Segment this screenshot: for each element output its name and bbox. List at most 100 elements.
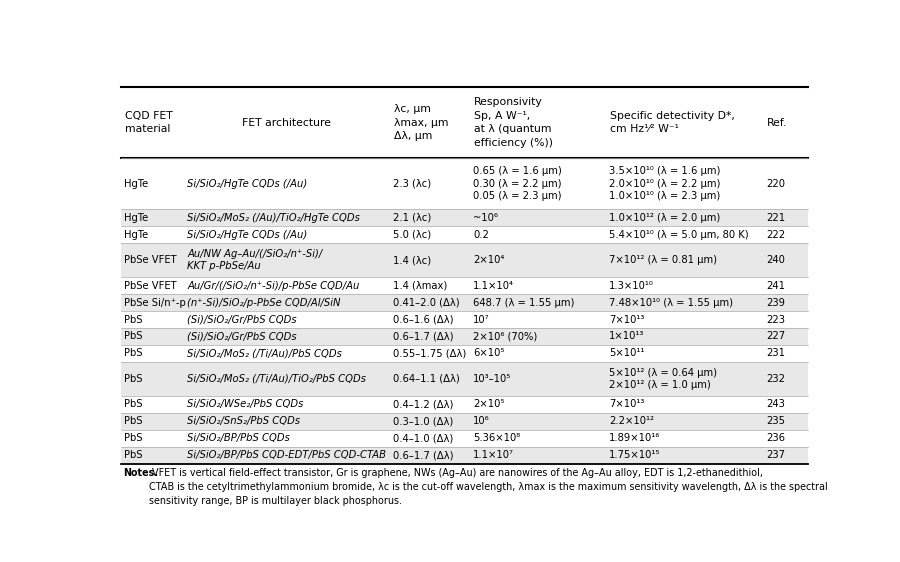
Text: 3.5×10¹⁰ (λ = 1.6 μm)
2.0×10¹⁰ (λ = 2.2 μm)
1.0×10¹⁰ (λ = 2.3 μm): 3.5×10¹⁰ (λ = 1.6 μm) 2.0×10¹⁰ (λ = 2.2 … [609, 166, 721, 202]
Bar [121, 362, 808, 396]
Text: 237: 237 [766, 450, 785, 460]
Text: PbS: PbS [124, 416, 143, 427]
Text: PbS: PbS [124, 348, 143, 359]
Text: ~10⁶: ~10⁶ [473, 212, 498, 223]
Text: 2.1 (λc): 2.1 (λc) [393, 212, 431, 223]
Bar [121, 396, 808, 413]
Text: 0.4–1.2 (Δλ): 0.4–1.2 (Δλ) [393, 400, 454, 409]
Text: 7×10¹³: 7×10¹³ [609, 315, 644, 324]
Text: VFET is vertical field-effect transistor, Gr is graphene, NWs (Ag–Au) are nanowi: VFET is vertical field-effect transistor… [149, 468, 828, 506]
Text: 0.4–1.0 (Δλ): 0.4–1.0 (Δλ) [393, 433, 453, 443]
Bar [121, 158, 808, 209]
Text: PbS: PbS [124, 400, 143, 409]
Text: 6×10⁵: 6×10⁵ [473, 348, 505, 359]
Text: 220: 220 [766, 179, 785, 189]
Text: 10⁷: 10⁷ [473, 315, 490, 324]
Text: Si/SiO₂/MoS₂ (/Ti/Au)/PbS CQDs: Si/SiO₂/MoS₂ (/Ti/Au)/PbS CQDs [187, 348, 342, 359]
Text: (Si)/SiO₂/Gr/PbS CQDs: (Si)/SiO₂/Gr/PbS CQDs [187, 332, 297, 342]
Text: 5×10¹¹: 5×10¹¹ [609, 348, 644, 359]
Text: Au/NW Ag–Au/(/SiO₂/n⁺-Si)/
KKT p-PbSe/Au: Au/NW Ag–Au/(/SiO₂/n⁺-Si)/ KKT p-PbSe/Au [187, 249, 322, 271]
Text: Responsivity
Sp, A W⁻¹,
at λ (quantum
efficiency (%)): Responsivity Sp, A W⁻¹, at λ (quantum ef… [473, 97, 553, 148]
Text: 1.0×10¹² (λ = 2.0 μm): 1.0×10¹² (λ = 2.0 μm) [609, 212, 720, 223]
Text: 0.6–1.6 (Δλ): 0.6–1.6 (Δλ) [393, 315, 454, 324]
Text: 227: 227 [766, 332, 785, 342]
Text: PbS: PbS [124, 433, 143, 443]
Text: Specific detectivity D*,
cm Hz¹⁄² W⁻¹: Specific detectivity D*, cm Hz¹⁄² W⁻¹ [610, 111, 734, 134]
Text: 235: 235 [766, 416, 785, 427]
Text: 7×10¹² (λ = 0.81 μm): 7×10¹² (λ = 0.81 μm) [609, 255, 717, 265]
Text: 10⁶: 10⁶ [473, 416, 490, 427]
Bar [121, 294, 808, 311]
Text: 221: 221 [766, 212, 785, 223]
Text: Si/SiO₂/WSe₂/PbS CQDs: Si/SiO₂/WSe₂/PbS CQDs [187, 400, 303, 409]
Text: 231: 231 [766, 348, 785, 359]
Text: PbS: PbS [124, 332, 143, 342]
Bar [121, 277, 808, 294]
Bar [121, 345, 808, 362]
Text: 222: 222 [766, 230, 785, 239]
Bar [121, 430, 808, 447]
Text: Si/SiO₂/HgTe CQDs (/Au): Si/SiO₂/HgTe CQDs (/Au) [187, 179, 308, 189]
Text: 7.48×10¹⁰ (λ = 1.55 μm): 7.48×10¹⁰ (λ = 1.55 μm) [609, 297, 734, 307]
Text: HgTe: HgTe [124, 179, 148, 189]
Text: 0.2: 0.2 [473, 230, 489, 239]
Text: 1.1×10⁷: 1.1×10⁷ [473, 450, 514, 460]
Text: 648.7 (λ = 1.55 μm): 648.7 (λ = 1.55 μm) [473, 297, 574, 307]
Text: 2×10⁴: 2×10⁴ [473, 255, 505, 265]
Text: Si/SiO₂/BP/PbS CQDs: Si/SiO₂/BP/PbS CQDs [187, 433, 290, 443]
Text: 5.4×10¹⁰ (λ = 5.0 μm, 80 K): 5.4×10¹⁰ (λ = 5.0 μm, 80 K) [609, 230, 749, 239]
Text: Notes.: Notes. [123, 468, 158, 478]
Text: HgTe: HgTe [124, 212, 148, 223]
Text: Si/SiO₂/SnS₂/PbS CQDs: Si/SiO₂/SnS₂/PbS CQDs [187, 416, 301, 427]
Text: Au/Gr/(/SiO₂/n⁺-Si)/p-PbSe CQD/Au: Au/Gr/(/SiO₂/n⁺-Si)/p-PbSe CQD/Au [187, 280, 359, 291]
Text: 2×10⁵: 2×10⁵ [473, 400, 505, 409]
Text: 0.41–2.0 (Δλ): 0.41–2.0 (Δλ) [393, 297, 460, 307]
Text: PbSe Si/n⁺-p: PbSe Si/n⁺-p [124, 297, 186, 307]
Text: 5.0 (λc): 5.0 (λc) [393, 230, 431, 239]
Text: HgTe: HgTe [124, 230, 148, 239]
Text: 241: 241 [766, 280, 785, 291]
Text: 0.55–1.75 (Δλ): 0.55–1.75 (Δλ) [393, 348, 466, 359]
Text: 1×10¹³: 1×10¹³ [609, 332, 644, 342]
Text: Si/SiO₂/HgTe CQDs (/Au): Si/SiO₂/HgTe CQDs (/Au) [187, 230, 308, 239]
Text: PbS: PbS [124, 315, 143, 324]
Text: 1.3×10¹⁰: 1.3×10¹⁰ [609, 280, 654, 291]
Bar [121, 87, 808, 158]
Text: 243: 243 [766, 400, 785, 409]
Text: 7×10¹³: 7×10¹³ [609, 400, 644, 409]
Text: 1.4 (λc): 1.4 (λc) [393, 255, 431, 265]
Bar [121, 243, 808, 277]
Text: 5.36×10⁸: 5.36×10⁸ [473, 433, 520, 443]
Text: 5×10¹² (λ = 0.64 μm)
2×10¹² (λ = 1.0 μm): 5×10¹² (λ = 0.64 μm) 2×10¹² (λ = 1.0 μm) [609, 368, 717, 391]
Text: 2×10⁶ (70%): 2×10⁶ (70%) [473, 332, 537, 342]
Text: 0.3–1.0 (Δλ): 0.3–1.0 (Δλ) [393, 416, 453, 427]
Text: CQD FET
material: CQD FET material [125, 111, 173, 134]
Text: 1.1×10⁴: 1.1×10⁴ [473, 280, 514, 291]
Text: 236: 236 [766, 433, 785, 443]
Text: Ref.: Ref. [767, 117, 788, 128]
Text: FET architecture: FET architecture [242, 117, 331, 128]
Bar [121, 328, 808, 345]
Text: 0.6–1.7 (Δλ): 0.6–1.7 (Δλ) [393, 332, 454, 342]
Text: (Si)/SiO₂/Gr/PbS CQDs: (Si)/SiO₂/Gr/PbS CQDs [187, 315, 297, 324]
Text: 240: 240 [766, 255, 785, 265]
Text: PbS: PbS [124, 450, 143, 460]
Text: 2.3 (λc): 2.3 (λc) [393, 179, 431, 189]
Text: 0.65 (λ = 1.6 μm)
0.30 (λ = 2.2 μm)
0.05 (λ = 2.3 μm): 0.65 (λ = 1.6 μm) 0.30 (λ = 2.2 μm) 0.05… [473, 166, 562, 202]
Text: 10³–10⁵: 10³–10⁵ [473, 374, 511, 384]
Bar [121, 311, 808, 328]
Bar [121, 447, 808, 464]
Text: Si/SiO₂/BP/PbS CQD-EDT/PbS CQD-CTAB: Si/SiO₂/BP/PbS CQD-EDT/PbS CQD-CTAB [187, 450, 386, 460]
Text: 232: 232 [766, 374, 785, 384]
Text: λc, μm
λmax, μm
Δλ, μm: λc, μm λmax, μm Δλ, μm [393, 104, 448, 141]
Text: Si/SiO₂/MoS₂ (/Au)/TiO₂/HgTe CQDs: Si/SiO₂/MoS₂ (/Au)/TiO₂/HgTe CQDs [187, 212, 360, 223]
Text: 239: 239 [766, 297, 785, 307]
Bar [121, 226, 808, 243]
Text: PbSe VFET: PbSe VFET [124, 255, 177, 265]
Text: 0.6–1.7 (Δλ): 0.6–1.7 (Δλ) [393, 450, 454, 460]
Text: 1.89×10¹⁶: 1.89×10¹⁶ [609, 433, 661, 443]
Text: 0.64–1.1 (Δλ): 0.64–1.1 (Δλ) [393, 374, 460, 384]
Text: 223: 223 [766, 315, 785, 324]
Text: 1.4 (λmax): 1.4 (λmax) [393, 280, 447, 291]
Text: PbSe VFET: PbSe VFET [124, 280, 177, 291]
